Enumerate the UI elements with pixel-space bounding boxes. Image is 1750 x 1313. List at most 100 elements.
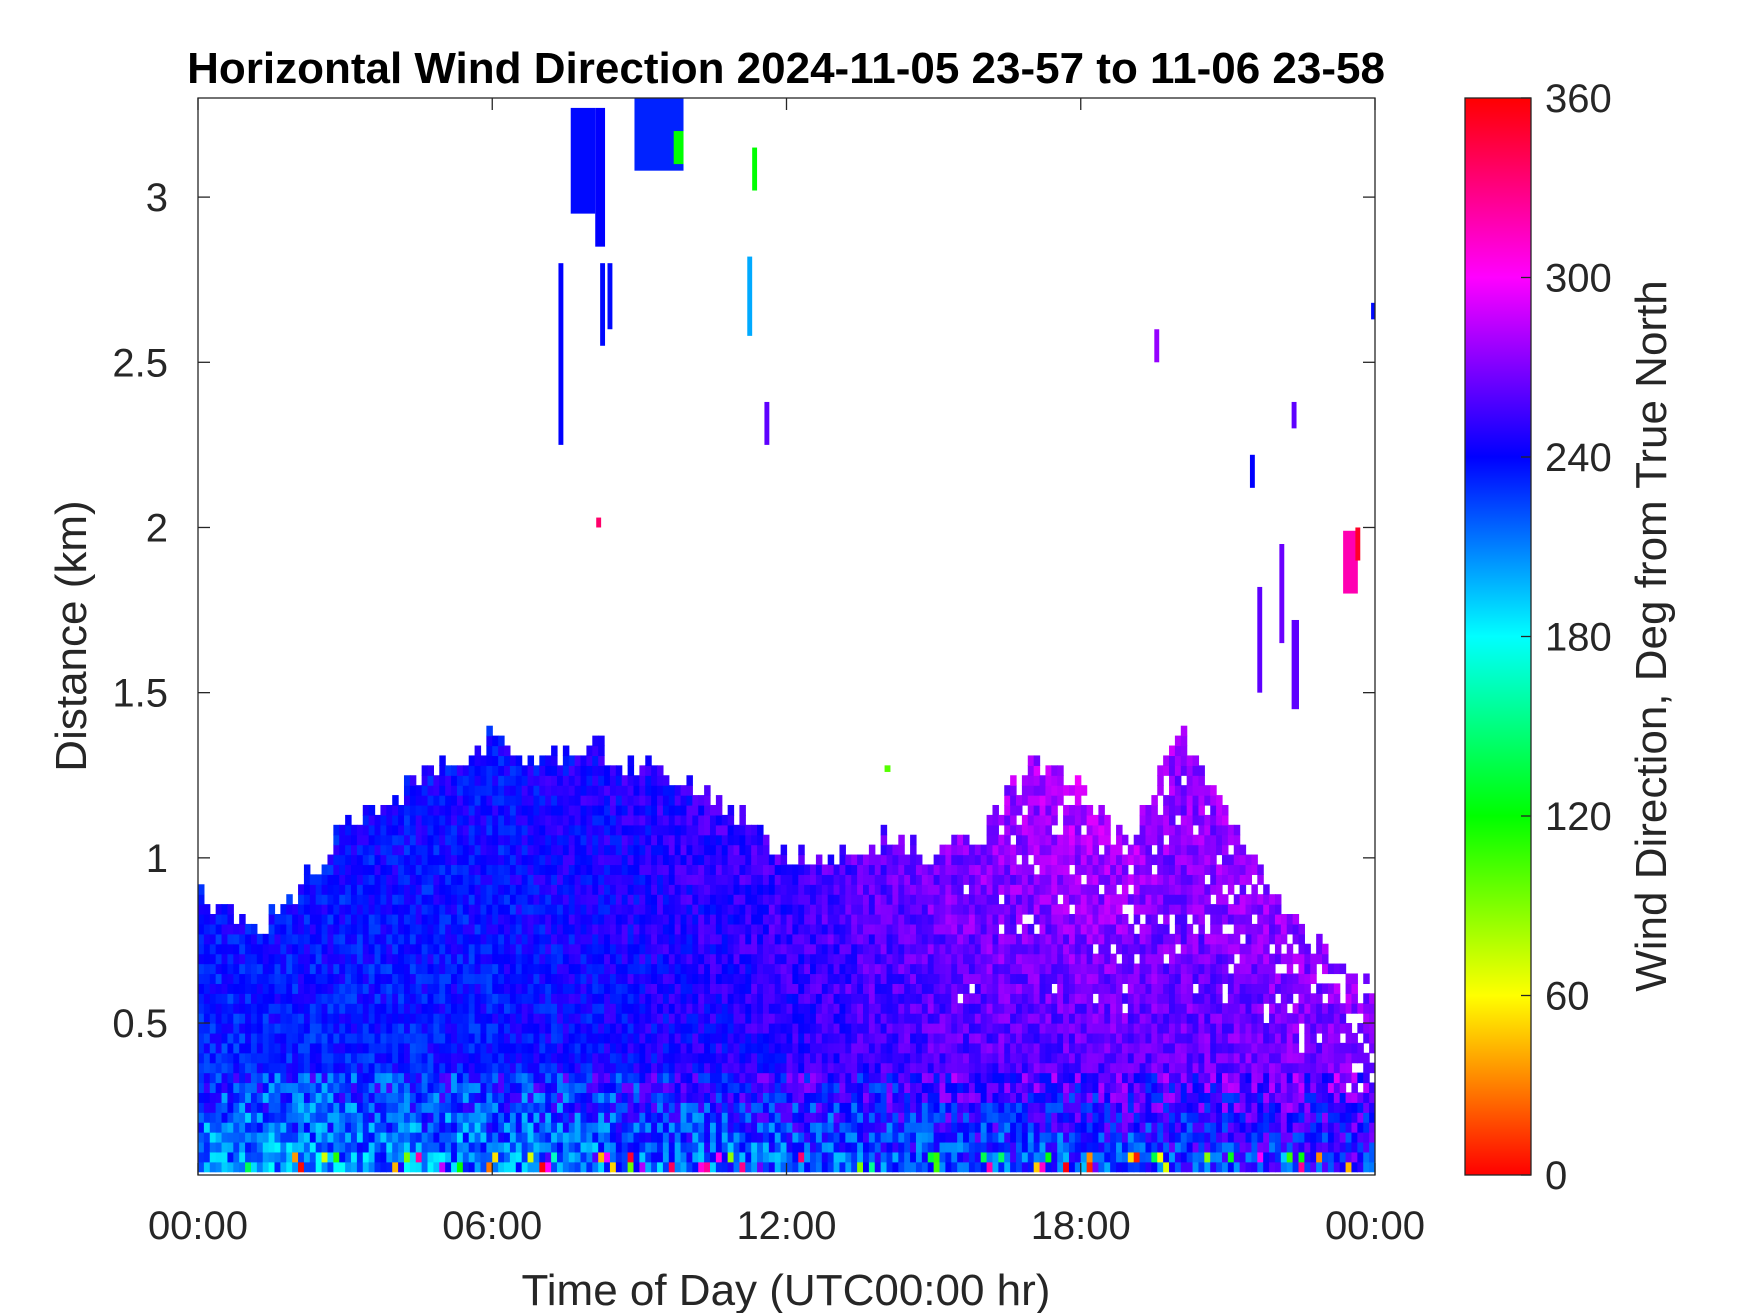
heatmap-cell-1539 [468, 894, 476, 905]
heatmap-cell-1075 [403, 1062, 411, 1074]
heatmap-cell-4942 [1010, 884, 1017, 895]
heatmap-cell-1517 [468, 1112, 476, 1123]
heatmap-cell-1137 [409, 844, 417, 856]
heatmap-cell-271 [256, 1092, 264, 1103]
heatmap-cell-185 [233, 943, 240, 955]
heatmap-cell-2719 [633, 933, 640, 945]
heatmap-cell-3881 [821, 933, 829, 945]
heatmap-cell-4247 [892, 1151, 899, 1163]
heatmap-cell-1932 [521, 834, 529, 846]
heatmap-cell-1349 [445, 1151, 452, 1163]
heatmap-cell-4971 [1016, 983, 1023, 994]
heatmap-cell-1564 [474, 1062, 482, 1074]
heatmap-cell-3082 [686, 923, 693, 935]
heatmap-cell-672 [339, 1092, 346, 1103]
heatmap-cell-1315 [439, 1072, 446, 1084]
heatmap-cell-246 [250, 1092, 258, 1103]
heatmap-cell-3526 [757, 933, 764, 945]
heatmap-cell-2898 [657, 785, 664, 796]
heatmap-cell-3491 [751, 933, 758, 945]
heatmap-cell-1429 [451, 765, 458, 776]
heatmap-cell-596 [321, 874, 329, 885]
heatmap-cell-1016 [392, 904, 399, 915]
heatmap-cell-4145 [868, 844, 876, 856]
heatmap-cell-4633 [957, 874, 964, 885]
heatmap-cell-50 [203, 953, 211, 965]
heatmap-cell-811 [362, 1112, 370, 1123]
heatmap-cell-1651 [486, 1042, 493, 1054]
heatmap-cell-4932 [1010, 983, 1017, 994]
heatmap-cell-4491 [933, 983, 941, 994]
heatmap-cell-1204 [421, 963, 429, 975]
heatmap-cell-4928 [1010, 1023, 1017, 1034]
heatmap-cell-4200 [880, 943, 888, 955]
heatmap-cell-4435 [921, 923, 929, 935]
heatmap-cell-1284 [433, 983, 440, 994]
heatmap-cell-4536 [939, 854, 946, 866]
heatmap-cell-4694 [968, 923, 976, 935]
heatmap-cell-1734 [498, 1102, 505, 1113]
heatmap-cell-990 [392, 1161, 399, 1173]
heatmap-cell-1116 [409, 1052, 417, 1064]
heatmap-cell-4952 [1010, 775, 1017, 786]
heatmap-cell-234 [245, 963, 252, 975]
heatmap-cell-706 [345, 1102, 352, 1113]
heatmap-cell-796 [356, 914, 364, 925]
heatmap-cell-1804 [504, 844, 511, 856]
heatmap-cell-2151 [556, 1151, 564, 1163]
heatmap-cell-882 [374, 1141, 382, 1153]
heatmap-cell-4466 [927, 923, 935, 935]
heatmap-cell-4074 [857, 914, 864, 925]
heatmap-cell-400 [286, 1082, 293, 1094]
heatmap-cell-3945 [833, 923, 841, 935]
heatmap-cell-1680 [486, 755, 493, 766]
heatmap-cell-2796 [645, 973, 652, 984]
heatmap-cell-4567 [945, 874, 952, 885]
heatmap-cell-1873 [515, 1003, 523, 1014]
heatmap-cell-3946 [833, 914, 841, 925]
heatmap-cell-954 [386, 1151, 393, 1163]
heatmap-cell-1293 [433, 894, 440, 905]
heatmap-cell-970 [386, 993, 393, 1004]
heatmap-cell-4807 [992, 1141, 999, 1153]
heatmap-cell-2690 [627, 804, 635, 816]
heatmap-cell-2232 [562, 755, 570, 766]
heatmap-cell-636 [333, 1102, 340, 1113]
heatmap-cell-4648 [963, 1062, 970, 1074]
heatmap-cell-1950 [527, 1062, 535, 1074]
heatmap-cell-3696 [786, 894, 793, 905]
heatmap-cell-3498 [751, 864, 758, 875]
heatmap-cell-2970 [668, 874, 676, 885]
heatmap-cell-3827 [815, 1151, 823, 1163]
heatmap-cell-97 [215, 1013, 223, 1024]
heatmap-cell-3879 [821, 953, 829, 965]
heatmap-cell-4727 [974, 923, 982, 935]
heatmap-cell-4915 [1010, 1151, 1017, 1163]
heatmap-cell-4734 [974, 854, 982, 866]
heatmap-cell-914 [374, 824, 382, 836]
heatmap-cell-2022 [533, 765, 540, 776]
heatmap-cell-165 [233, 1141, 240, 1153]
heatmap-cell-1288 [433, 943, 440, 955]
heatmap-cell-4300 [898, 953, 905, 965]
heatmap-cell-1732 [498, 1122, 505, 1133]
heatmap-cell-2749 [639, 1032, 646, 1044]
heatmap-cell-520 [309, 1032, 317, 1044]
heatmap-cell-2033 [539, 1062, 546, 1074]
heatmap-cell-204 [239, 1003, 246, 1014]
heatmap-cell-1826 [509, 1052, 517, 1064]
heatmap-cell-1156 [415, 1052, 423, 1064]
heatmap-cell-801 [356, 864, 364, 875]
heatmap-cell-1907 [521, 1082, 529, 1094]
heatmap-cell-2197 [562, 1102, 570, 1113]
heatmap-cell-1153 [415, 1082, 423, 1094]
heatmap-cell-4768 [980, 844, 988, 856]
heatmap-cell-1363 [445, 1013, 452, 1024]
heatmap-cell-187 [233, 923, 240, 935]
heatmap-cell-3510 [757, 1092, 764, 1103]
heatmap-cell-3520 [757, 993, 764, 1004]
heatmap-cell-1291 [433, 914, 440, 925]
heatmap-cell-1203 [421, 973, 429, 984]
heatmap-cell-3709 [792, 1072, 799, 1084]
heatmap-cell-2747 [639, 1052, 646, 1064]
